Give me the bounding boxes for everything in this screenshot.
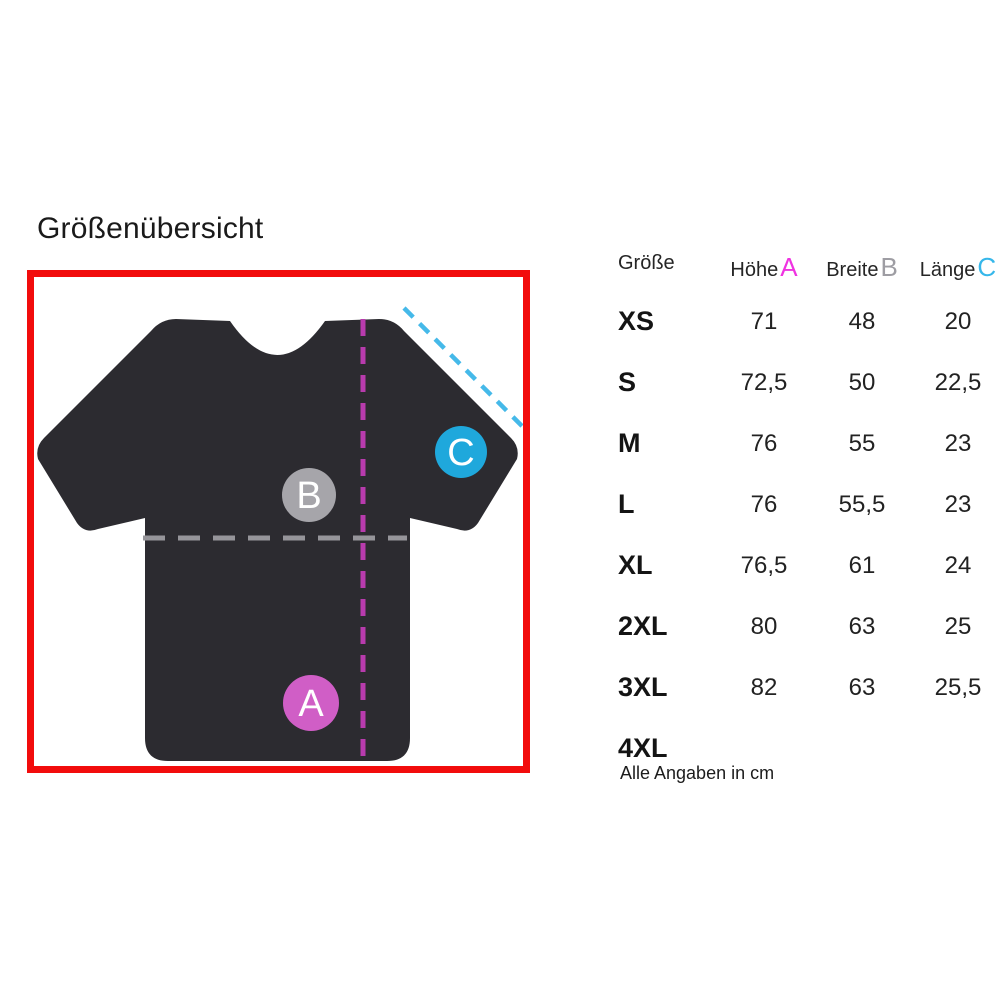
size-table: Größe HöheA BreiteB LängeC XS 71 48 20 S…	[618, 250, 1000, 779]
header-hoehe: HöheA	[714, 252, 814, 283]
laenge-value: 22,5	[934, 368, 982, 396]
units-note: Alle Angaben in cm	[620, 763, 775, 783]
breite-value: 50	[848, 368, 876, 396]
laenge-value: 25	[944, 612, 972, 640]
hoehe-value: 76,5	[740, 551, 788, 579]
laenge-value: 25,5	[934, 673, 982, 701]
table-row-xl: XL 76,5 61 24	[618, 535, 1000, 596]
breite-value: 55,5	[838, 490, 886, 518]
size-label: XS	[618, 306, 655, 336]
breite-value: 63	[848, 612, 876, 640]
breite-value: 63	[848, 673, 876, 701]
breite-value: 61	[848, 551, 876, 579]
header-groesse: Größe	[618, 252, 714, 275]
header-laenge-label: Länge	[919, 259, 976, 281]
hoehe-value: 76	[750, 429, 778, 457]
marker-b-circle	[282, 468, 336, 522]
size-label: XL	[618, 550, 653, 580]
header-letter-b: B	[880, 252, 898, 282]
tshirt-diagram: B C A	[37, 306, 523, 763]
table-row-l: L 76 55,5 23	[618, 474, 1000, 535]
header-letter-a: A	[780, 252, 798, 282]
table-row-2xl: 2XL 80 63 25	[618, 596, 1000, 657]
size-label: S	[618, 367, 637, 397]
hoehe-value: 71	[750, 307, 778, 335]
marker-a: A	[283, 675, 339, 731]
marker-c: C	[435, 426, 487, 478]
header-hoehe-label: Höhe	[730, 259, 779, 281]
header-breite: BreiteB	[814, 252, 910, 283]
breite-value: 55	[848, 429, 876, 457]
laenge-value: 23	[944, 490, 972, 518]
marker-a-circle	[283, 675, 339, 731]
marker-c-circle	[435, 426, 487, 478]
size-label: M	[618, 428, 641, 458]
table-row-s: S 72,5 50 22,5	[618, 352, 1000, 413]
header-breite-label: Breite	[826, 259, 879, 281]
size-label: L	[618, 489, 635, 519]
tshirt-diagram-frame: B C A	[27, 270, 530, 773]
hoehe-value: 80	[750, 612, 778, 640]
header-laenge: LängeC	[910, 252, 1000, 283]
table-row-3xl: 3XL 82 63 25,5	[618, 657, 1000, 718]
hoehe-value: 76	[750, 490, 778, 518]
laenge-value: 23	[944, 429, 972, 457]
table-row-xs: XS 71 48 20	[618, 291, 1000, 352]
table-row-m: M 76 55 23	[618, 413, 1000, 474]
breite-value: 48	[848, 307, 876, 335]
marker-b: B	[282, 468, 336, 522]
page-title: Größenübersicht	[37, 212, 264, 245]
header-groesse-label: Größe	[618, 252, 675, 274]
laenge-value: 20	[944, 307, 972, 335]
size-label: 2XL	[618, 611, 668, 641]
marker-b-letter: B	[296, 475, 321, 517]
size-label: 4XL	[618, 733, 668, 763]
marker-c-letter: C	[447, 432, 474, 474]
marker-a-letter: A	[298, 683, 324, 725]
sleeve-measure-line-c	[402, 306, 523, 428]
table-row-4xl: 4XL	[618, 718, 1000, 779]
laenge-value: 24	[944, 551, 972, 579]
tshirt-shape	[37, 319, 518, 761]
hoehe-value: 72,5	[740, 368, 788, 396]
size-table-header-row: Größe HöheA BreiteB LängeC	[618, 250, 1000, 291]
header-letter-c: C	[977, 252, 997, 282]
size-label: 3XL	[618, 672, 668, 702]
hoehe-value: 82	[750, 673, 778, 701]
